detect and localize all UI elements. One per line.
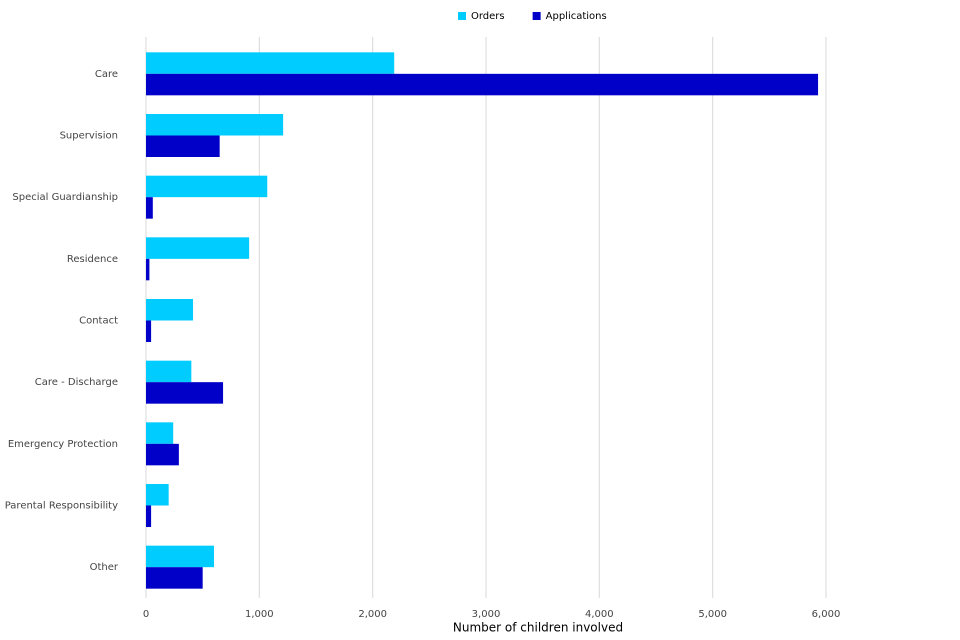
y-tick-label: Supervision <box>60 131 118 142</box>
bar <box>146 360 192 383</box>
y-tick-label: Other <box>90 562 119 573</box>
y-tick-label: Residence <box>67 254 118 265</box>
bar <box>146 484 169 506</box>
x-tick-label: 3,000 <box>472 609 501 620</box>
bar <box>146 135 220 157</box>
bar <box>146 443 179 466</box>
legend-swatch <box>532 12 541 20</box>
y-tick-label: Special Guardianship <box>12 192 118 203</box>
bar <box>146 422 174 444</box>
y-tick-label: Care <box>95 69 118 80</box>
x-tick-label: 6,000 <box>812 609 841 620</box>
legend-label: Applications <box>546 11 607 22</box>
bar <box>146 258 150 281</box>
bar <box>146 114 284 136</box>
x-tick-label: 4,000 <box>585 609 614 620</box>
x-axis-title: Number of children involved <box>453 621 623 635</box>
bar <box>146 73 819 96</box>
bar <box>146 545 214 568</box>
bar <box>146 567 203 589</box>
y-tick-label: Emergency Protection <box>8 439 118 450</box>
bar <box>146 237 250 259</box>
x-tick-label: 0 <box>143 609 149 620</box>
y-tick-label: Care - Discharge <box>35 377 118 388</box>
legend-label: Orders <box>471 11 505 22</box>
bar <box>146 320 152 342</box>
y-tick-label: Parental Responsibility <box>5 501 118 512</box>
legend-swatch <box>458 12 466 20</box>
bar <box>146 175 268 198</box>
y-tick-label: Contact <box>79 316 118 327</box>
bar <box>146 52 395 74</box>
bar <box>146 197 153 219</box>
x-tick-label: 5,000 <box>698 609 727 620</box>
bar <box>146 505 152 527</box>
bar <box>146 299 194 321</box>
x-tick-label: 1,000 <box>245 609 274 620</box>
x-tick-label: 2,000 <box>358 609 387 620</box>
bar <box>146 382 224 404</box>
